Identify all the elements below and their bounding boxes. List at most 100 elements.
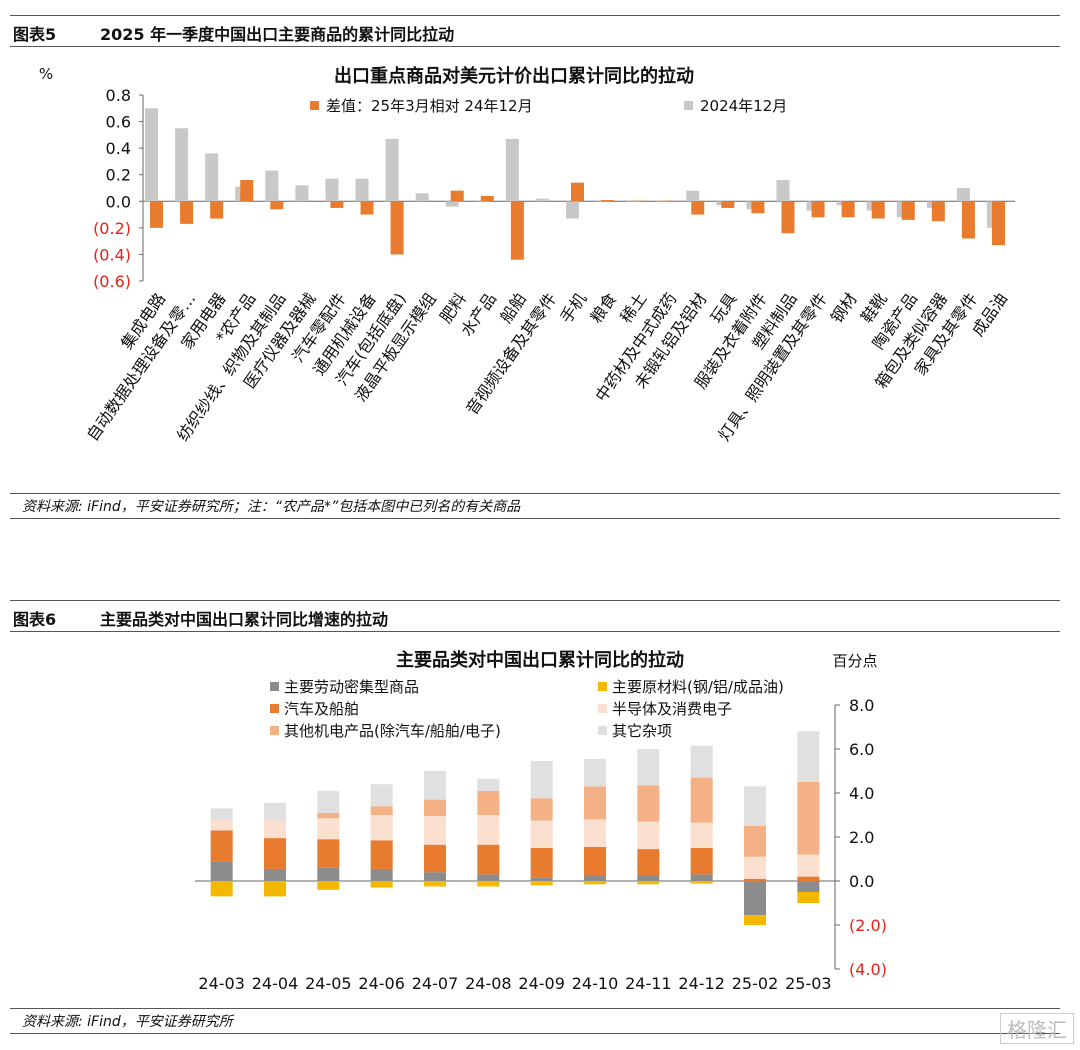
chart2-y-tick-label: 0.0 [849,872,874,891]
chart2-bar-segment [477,815,500,845]
chart2-bar-segment [637,881,660,885]
chart1-bar-2024-12 [265,170,279,202]
chart2-bar-segment [264,838,286,869]
chart2-y-tick-label: 6.0 [849,740,874,759]
chart1-bar-diff [691,201,705,215]
chart2-bar-segment [210,819,233,831]
chart2-category-label: 24-06 [358,974,405,993]
chart2-bar-segment [317,881,340,890]
chart1-y-tick-label: 0.8 [106,86,131,105]
chart2-bar-segment [797,854,820,877]
chart1-y-unit: % [39,65,53,83]
chart1-bar-2024-12 [505,138,519,202]
chart1-bar-diff [390,201,404,255]
chart1-bar-diff [420,201,434,202]
chart2-bar-segment [424,881,446,887]
chart2-bar-segment [317,790,340,813]
chart1-bar-diff [901,201,915,220]
chart1-bar-diff [991,201,1005,246]
chart2-bar-segment [744,786,766,826]
chart2-bar-segment [317,812,340,819]
chart1-bar-2024-12 [385,138,399,202]
chart2-bar-segment [530,881,553,886]
chart1-bar-diff [540,201,554,202]
chart2-category-label: 24-03 [198,974,245,993]
chart2-bar-segment [744,915,766,925]
chart2-bar-segment [690,777,713,823]
chart1-bar-2024-12 [776,180,790,202]
chart2-bar-segment [584,875,606,881]
chart1-y-tick-label: 0.2 [106,166,131,185]
chart2-bar-segment [530,820,553,848]
chart2-bar-segment [370,806,393,815]
chart2-bar-segment [210,861,233,881]
chart2-legend-label: 其他机电产品(除汽车/船舶/电子) [284,722,501,740]
chart2-bar-segment [424,771,446,800]
chart2-bar-segment [797,892,820,903]
chart2-bar-segment [584,846,606,876]
chart1-bar-2024-12 [596,201,610,202]
chart2-bar-segment [530,848,553,878]
chart1-bar-diff [871,201,885,219]
figure6-source: 资料来源: iFind，平安证券研究所 [10,1008,1060,1034]
chart2-bars [210,731,820,925]
chart2-category-label: 25-02 [732,974,779,993]
chart2-legend-label: 主要原材料(钢/铝/成品油) [612,678,784,696]
chart2-y-tick-label: 8.0 [849,696,874,715]
chart2-bar-segment [370,840,393,869]
chart2-bar-segment [370,815,393,841]
chart2-bar-segment [424,799,446,817]
chart2-legend-label: 半导体及消费电子 [612,700,732,718]
chart1-y-tick-label: (0.2) [93,219,131,238]
chart2-bar-segment [637,749,660,786]
chart2-legend-swatch [598,704,607,713]
chart2-bar-segment [530,761,553,799]
chart1-bar-2024-12 [475,201,489,202]
chart1-bar-diff [330,201,344,208]
chart1-bar-diff [150,201,164,228]
chart1-bar-2024-12 [626,201,640,202]
chart2-bar-segment [744,881,766,916]
chart2-y-tick-label: 4.0 [849,784,874,803]
chart1-bar-diff [571,182,584,202]
figure6-title: 主要品类对中国出口累计同比增速的拉动 [100,610,389,629]
chart1-bar-2024-12 [535,198,549,202]
chart1-bar-2024-12 [656,201,670,202]
chart2-x-labels: 24-03 24-04 24-05 24-06 24-07 24-08 24-09 24-10… [198,974,831,993]
chart2-bar-segment [690,874,713,881]
chart1-y-tick-label: (0.6) [93,272,131,291]
chart2-bar-segment [370,784,393,807]
chart2-bar-segment [210,808,233,820]
chart1-bar-diff [270,201,284,210]
chart1-bar-diff [450,190,464,202]
chart2-bar-segment [370,881,393,888]
chart1-y-tick-label: 0.0 [106,192,131,211]
chart2-bar-segment [797,876,820,881]
chart2-legend-swatch [598,726,607,735]
chart1-bar-2024-12 [175,128,189,202]
chart2-legend-label: 其它杂项 [612,722,672,740]
chart2-bar-segment [264,820,286,839]
chart1-y-tick-label: (0.4) [93,245,131,264]
chart2-bar-segment [424,872,446,881]
chart2-category-label: 24-05 [305,974,352,993]
chart2-bar-segment [637,849,660,876]
chart2-y-unit: 百分点 [832,652,877,670]
chart1-bar-diff [360,201,374,215]
chart1-bar-diff [240,180,254,202]
chart1-bar-2024-12 [355,178,369,202]
chart1-bar-diff [631,200,645,202]
chart2-bar-segment [797,881,820,892]
chart2-title: 主要品类对中国出口累计同比的拉动 [396,649,684,671]
chart2-bar-segment [637,821,660,850]
chart1-bar-2024-12 [956,188,970,202]
chart1-bar-diff [180,201,194,224]
chart2-bar-segment [637,875,660,881]
chart2-bar-segment [317,867,340,881]
chart2-category-label: 24-10 [572,974,619,993]
chart1-bar-diff [210,201,224,219]
chart2-bar-segment [584,881,606,885]
chart2-bar-segment [477,844,500,875]
chart2-category-label: 24-11 [625,974,672,993]
chart2-category-label: 25-03 [785,974,832,993]
